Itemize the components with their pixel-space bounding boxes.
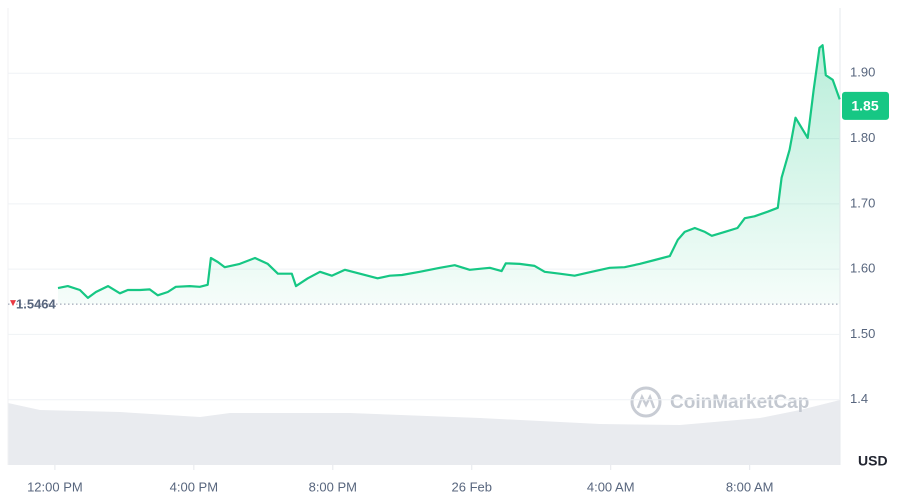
y-tick-label: 1.50 [850,326,875,341]
volume-area [8,400,840,465]
y-tick-label: 1.4 [850,391,868,406]
current-price-badge [842,91,889,120]
x-tick-label: 4:00 PM [170,479,218,494]
y-tick-label: 1.60 [850,261,875,276]
y-tick-label: 1.90 [850,65,875,80]
current-price-label: 1.85 [851,98,878,114]
price-area [58,45,840,305]
x-tick-label: 8:00 AM [726,479,774,494]
reference-label: 1.5464 [16,297,57,312]
x-tick-label: 8:00 PM [309,479,357,494]
y-tick-label: 1.80 [850,130,875,145]
watermark-logo [636,393,656,409]
reference-marker [10,300,16,307]
y-tick-label: 1.70 [850,195,875,210]
watermark: CoinMarketCap [630,386,809,418]
x-tick-label: 12:00 PM [27,479,83,494]
x-tick-label: 4:00 AM [587,479,635,494]
watermark-logo [630,386,662,418]
watermark-text: CoinMarketCap [670,392,809,413]
y-unit: USD [858,453,888,469]
x-tick-label: 26 Feb [452,479,492,494]
price-line [57,44,841,299]
